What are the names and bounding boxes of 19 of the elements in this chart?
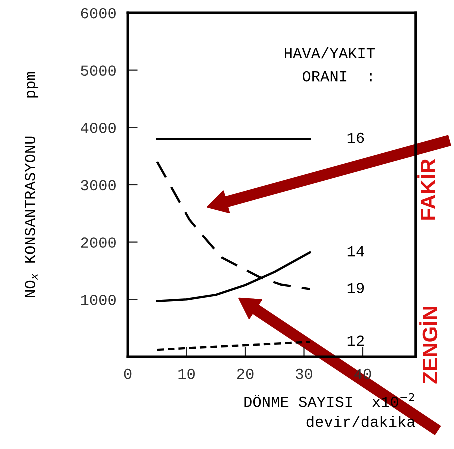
text: 14 (348, 246, 364, 257)
y-tick-label: 5000 (81, 66, 116, 76)
x-tick-label: 0 (124, 368, 132, 380)
legend-title: HAVA/YAKIT ORANI : (285, 47, 375, 82)
y-tick-label: 3000 (81, 180, 116, 191)
line-series (156, 340, 312, 352)
x-tick-label: 30 (296, 368, 312, 380)
x-tick-label: 20 (237, 368, 254, 380)
y-tick-label: 2000 (81, 238, 116, 248)
y-axis-title: NO$_{x}$ KONSANTRASYONU ppm (25, 72, 39, 298)
text: 19 (348, 283, 364, 294)
text: 16 (348, 132, 364, 144)
text: 12 (348, 336, 364, 346)
text: FAKİR (418, 159, 436, 220)
x-tick-label: 10 (178, 368, 195, 380)
y-tick-label: 6000 (81, 8, 116, 19)
y-tick-label: 4000 (81, 122, 116, 134)
y-tick-label: 1000 (81, 294, 116, 306)
text: ZENGİN (420, 307, 438, 384)
